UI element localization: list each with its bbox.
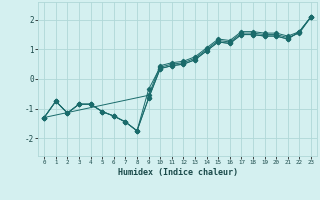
X-axis label: Humidex (Indice chaleur): Humidex (Indice chaleur): [118, 168, 238, 177]
